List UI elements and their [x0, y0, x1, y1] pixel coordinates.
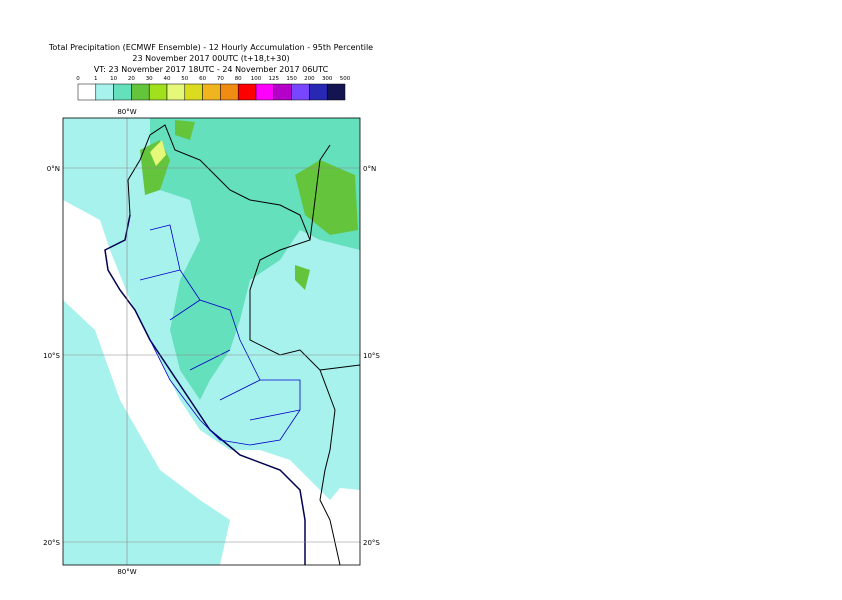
legend-swatch — [326, 83, 346, 101]
legend-swatch — [237, 83, 257, 101]
legend-label: 200 — [304, 76, 315, 82]
lat-label: 20°S — [363, 539, 380, 547]
admin-borders — [139, 224, 301, 446]
valid-time: VT: 23 November 2017 18UTC - 24 November… — [94, 65, 329, 74]
legend-label: 0 — [76, 76, 80, 82]
legend-swatch — [131, 83, 150, 101]
legend-label: 20 — [128, 76, 135, 82]
lat-label: 0°N — [363, 165, 376, 173]
legend-label: 80 — [235, 76, 242, 82]
graticule — [63, 118, 360, 565]
legend-label: 1 — [94, 76, 98, 82]
legend-label: 100 — [251, 76, 262, 82]
legend-swatch — [184, 83, 203, 101]
legend-label: 60 — [199, 76, 206, 82]
legend-label: 70 — [217, 76, 224, 82]
legend-swatch — [148, 83, 168, 101]
lat-label: 10°S — [43, 352, 60, 360]
precip-ocean — [63, 118, 230, 565]
precip-peak — [150, 140, 166, 166]
legend-label: 50 — [181, 76, 188, 82]
legend-label: 10 — [110, 76, 117, 82]
country-borders — [127, 124, 361, 566]
subtitle: 23 November 2017 00UTC (t+18,t+30) — [132, 54, 289, 63]
lat-label: 10°S — [363, 352, 380, 360]
lat-label: 20°S — [43, 539, 60, 547]
map-frame — [62, 117, 361, 566]
legend-swatch — [309, 83, 328, 101]
legend-swatch — [77, 83, 97, 101]
lon-label: 80°W — [117, 568, 136, 576]
legend-swatch — [202, 83, 221, 101]
legend: 0 1 10 20 30 40 50 60 70 80 100 125 150 200 300 500 — [76, 76, 351, 101]
legend-swatch — [166, 83, 186, 101]
legend-label: 500 — [340, 76, 351, 82]
legend-swatch — [255, 83, 275, 101]
legend-swatch — [291, 83, 310, 101]
coastline — [104, 214, 306, 565]
legend-label: 150 — [286, 76, 297, 82]
legend-swatch — [113, 83, 132, 101]
legend-label: 300 — [322, 76, 333, 82]
legend-label: 125 — [269, 76, 280, 82]
legend-label: 30 — [146, 76, 153, 82]
legend-swatch — [220, 83, 239, 101]
lat-label: 0°N — [47, 165, 60, 173]
map: 80°W 80°W 0°N 0°N 10°S 10°S 20°S 20°S — [43, 108, 380, 576]
legend-swatch — [273, 83, 292, 101]
legend-swatch — [95, 83, 114, 101]
title: Total Precipitation (ECMWF Ensemble) - 1… — [48, 43, 373, 52]
lon-label: 80°W — [117, 108, 136, 116]
legend-label: 40 — [164, 76, 171, 82]
